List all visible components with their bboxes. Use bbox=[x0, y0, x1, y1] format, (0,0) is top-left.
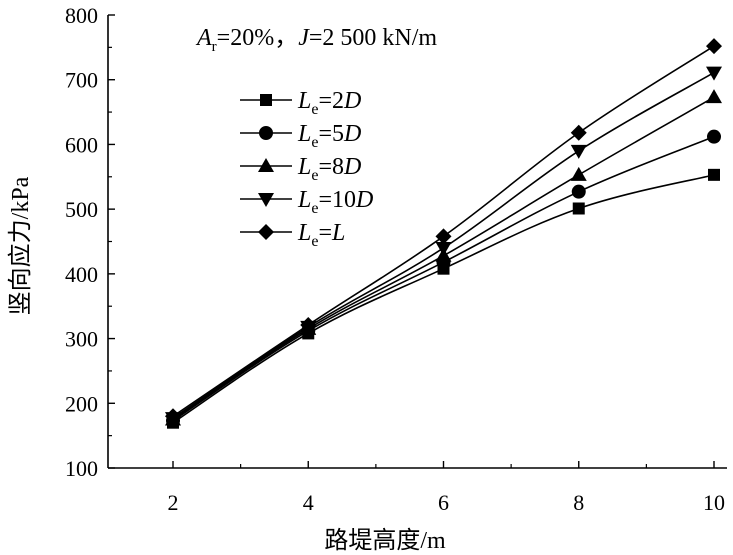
data-point-s1-x10 bbox=[708, 168, 720, 181]
y-tick-label-400: 400 bbox=[65, 262, 98, 287]
annotation-j-var: J bbox=[298, 25, 310, 51]
x-tick-label-4: 4 bbox=[303, 490, 314, 515]
series-line-1 bbox=[172, 174, 715, 424]
series-1 bbox=[167, 168, 720, 429]
legend-label-2: Le=5D bbox=[297, 121, 361, 151]
x-axis-title: 路堤高度/m bbox=[324, 527, 446, 554]
x-tick-label-6: 6 bbox=[438, 490, 449, 515]
legend-label-1: Le=2D bbox=[297, 88, 361, 118]
data-point-s5-x6 bbox=[435, 228, 452, 245]
y-tick-label-800: 800 bbox=[65, 3, 98, 28]
data-point-s1-x8 bbox=[572, 202, 585, 215]
series-3 bbox=[165, 89, 722, 426]
annotation-a-var: A bbox=[195, 25, 212, 51]
annotation-a-rest: =20%， bbox=[217, 25, 299, 51]
data-point-s2-x8 bbox=[571, 184, 586, 199]
data-point-s4-x6 bbox=[435, 241, 452, 256]
data-point-s5-x2 bbox=[165, 408, 181, 425]
series-2 bbox=[166, 129, 721, 428]
legend-item-1: Le=2D bbox=[240, 88, 361, 118]
x-tick-label-2: 2 bbox=[168, 490, 179, 515]
y-tick-label-300: 300 bbox=[65, 327, 98, 352]
legend-marker-2 bbox=[259, 126, 273, 140]
legend-item-2: Le=5D bbox=[240, 121, 361, 151]
data-point-s3-x8 bbox=[570, 166, 587, 181]
legend-label-4: Le=10D bbox=[297, 187, 373, 217]
legend-marker-4 bbox=[258, 193, 274, 207]
annotation-a-sub: r bbox=[212, 39, 217, 55]
y-tick-label-100: 100 bbox=[65, 456, 98, 481]
series-group bbox=[165, 38, 722, 429]
y-tick-label-700: 700 bbox=[65, 68, 98, 93]
y-tick-label-500: 500 bbox=[65, 197, 98, 222]
data-point-s5-x10 bbox=[706, 38, 722, 55]
legend-item-4: Le=10D bbox=[240, 187, 373, 217]
y-axis-title: 竖向应力/kPa bbox=[7, 176, 34, 315]
legend-item-5: Le=L bbox=[240, 220, 345, 250]
legend-marker-3 bbox=[258, 158, 274, 172]
x-tick-label-10: 10 bbox=[703, 490, 725, 515]
data-point-s4-x8 bbox=[570, 144, 587, 159]
legend-label-5: Le=L bbox=[297, 220, 345, 250]
legend-item-3: Le=8D bbox=[240, 154, 361, 184]
data-point-s3-x10 bbox=[706, 89, 722, 104]
series-5 bbox=[165, 38, 722, 425]
legend-marker-5 bbox=[258, 224, 274, 240]
data-point-s5-x8 bbox=[570, 124, 587, 141]
legend-label-3: Le=8D bbox=[297, 154, 361, 184]
x-ticks: 2 4 6 8 10 bbox=[168, 461, 725, 515]
x-tick-label-8: 8 bbox=[573, 490, 584, 515]
annotation-j-rest: =2 500 kN/m bbox=[309, 25, 438, 51]
y-ticks: 100 200 300 400 500 600 700 800 bbox=[65, 3, 115, 481]
y-tick-label-600: 600 bbox=[65, 132, 98, 157]
series-line-2 bbox=[172, 135, 715, 422]
data-point-s4-x10 bbox=[706, 66, 722, 81]
legend-marker-1 bbox=[260, 94, 272, 106]
y-tick-label-200: 200 bbox=[65, 391, 98, 416]
data-point-s5-x4 bbox=[300, 316, 317, 333]
series-4 bbox=[165, 66, 722, 427]
annotation: Ar=20%，J=2 500 kN/m bbox=[195, 25, 437, 55]
data-point-s2-x10 bbox=[707, 129, 721, 144]
